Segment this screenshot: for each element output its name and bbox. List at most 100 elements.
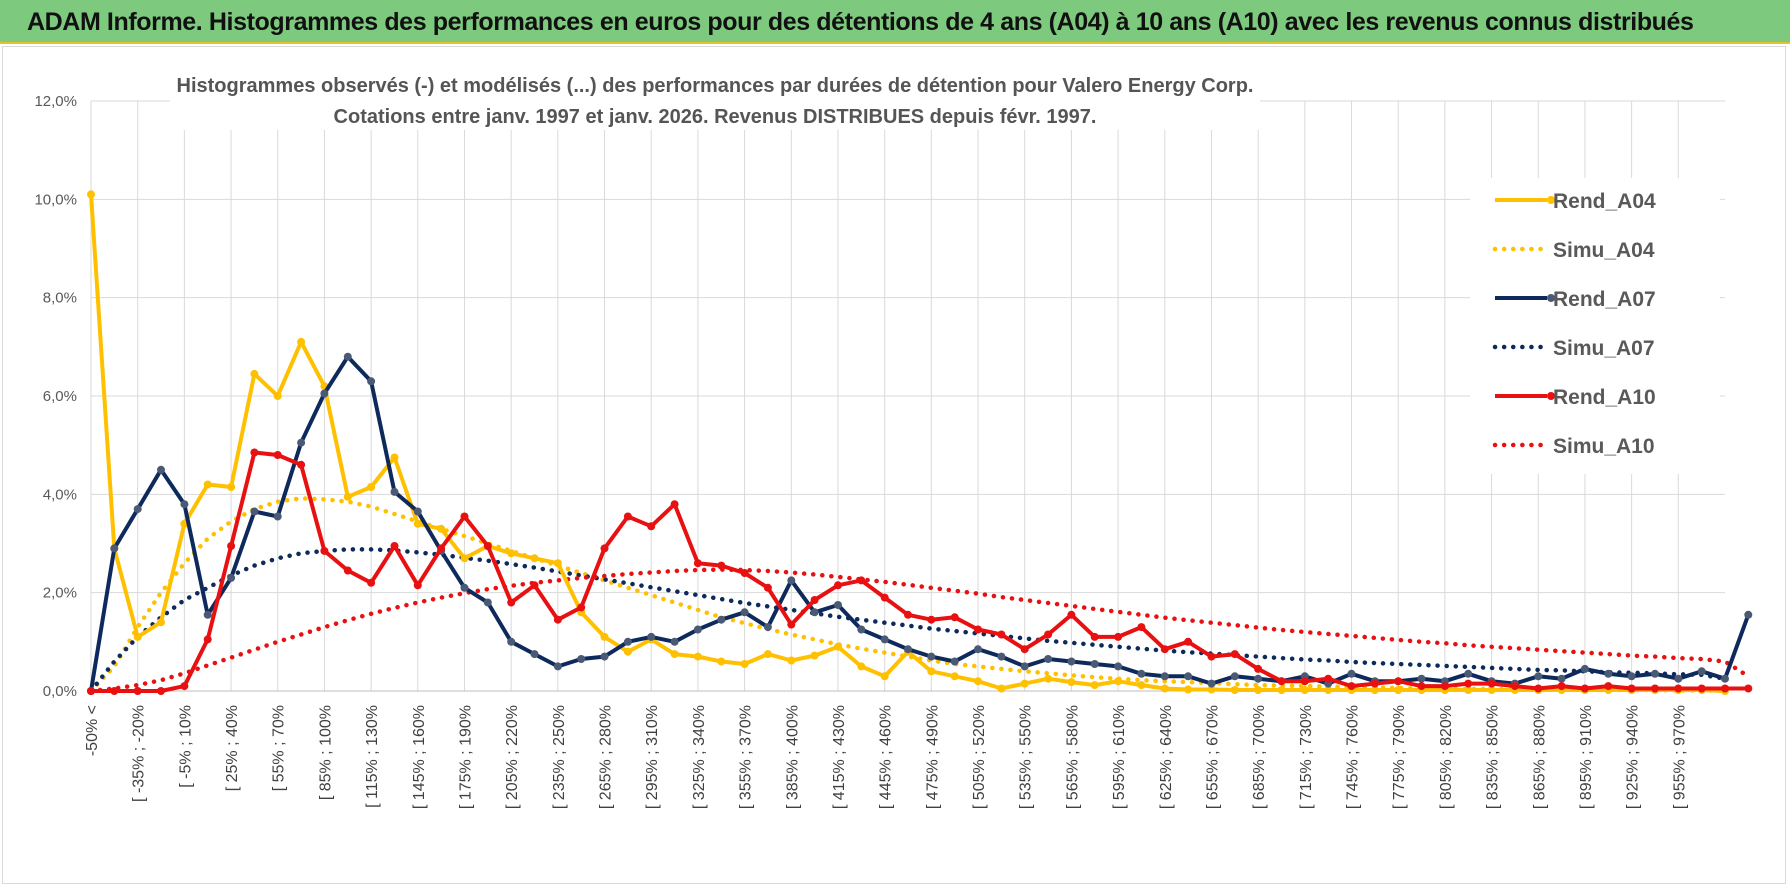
data-point [1487,686,1496,694]
data-point [1207,679,1216,688]
series-line [89,354,1751,692]
x-tick-label: [ 595% ; 610% [1111,705,1128,809]
data-point [834,601,842,609]
data-point [1184,672,1193,681]
data-point [1464,686,1473,694]
data-point [530,554,539,563]
x-tick-label: [ 85% ; 100% [317,705,334,800]
data-point [273,512,282,521]
data-point [810,596,819,604]
series-line [88,547,1728,694]
data-point [1744,610,1753,619]
data-point [227,483,236,491]
data-point [413,581,422,590]
data-point [1020,662,1029,671]
data-point [507,637,516,646]
series-line [91,450,1749,693]
data-point [390,453,399,462]
data-point [1697,684,1706,693]
data-point [693,559,702,568]
data-point [1744,684,1753,693]
data-point [1557,682,1566,691]
data-point [717,657,726,666]
data-point [1324,686,1333,694]
y-tick-label: 4,0% [43,486,77,503]
data-point [87,190,95,199]
data-point [1487,679,1496,688]
data-point [273,451,282,459]
x-tick-label: [ 445% ; 460% [878,705,895,809]
data-point [1394,677,1403,686]
legend-label: Simu_A04 [1553,239,1655,262]
data-point [1721,674,1729,683]
data-point [880,672,889,681]
data-point [880,593,889,602]
data-point [717,561,726,570]
x-tick-label: [ 115% ; 130% [364,705,381,808]
data-point [297,337,306,346]
data-point [927,667,936,676]
x-tick-label: [ 25% ; 40% [224,705,241,791]
page-title: ADAM Informe. Histogrammes des performan… [27,8,1694,36]
data-point [1160,645,1169,654]
legend-label: Rend_A04 [1553,190,1656,213]
data-point [1044,630,1053,639]
legend-item: Simu_A04 [1492,239,1655,262]
data-point [1230,686,1239,694]
data-point [343,566,352,575]
x-tick-label: -50% < [84,705,101,756]
data-point [460,583,469,592]
data-point [180,500,189,509]
data-point [250,448,259,457]
x-tick-label: [ 535% ; 550% [1018,705,1035,809]
x-tick-label: [ 895% ; 910% [1578,705,1595,809]
x-tick-label: [ 415% ; 430% [831,705,848,809]
data-point [1370,679,1379,688]
x-tick-label: [ 685% ; 700% [1251,705,1268,809]
x-tick-label: [ 565% ; 580% [1064,705,1081,809]
data-point [460,554,469,563]
data-point [950,613,959,622]
chart-title: Histogrammes observés (-) et modélisés (… [170,64,1260,130]
data-point [740,660,749,668]
data-point [1674,684,1683,693]
data-point [1604,669,1613,678]
legend-item: Rend_A10 [1495,386,1656,409]
legend-label: Rend_A10 [1553,386,1656,409]
data-point [693,652,702,661]
data-point [1067,678,1076,687]
legend-item: Rend_A07 [1495,288,1656,311]
x-tick-label: [ 925% ; 940% [1625,705,1642,809]
data-point [1534,672,1543,681]
data-point [460,512,469,521]
data-point [1137,623,1146,632]
data-point [1277,686,1286,694]
data-point [1184,685,1193,694]
data-point [1230,650,1239,659]
data-point [1464,669,1473,678]
data-point [857,662,866,671]
data-point [577,603,586,612]
data-point [320,389,329,398]
data-point [390,542,399,550]
data-point [904,610,912,619]
data-point [857,576,866,585]
data-point [1020,645,1029,654]
x-tick-label: [ 745% ; 760% [1345,705,1362,809]
title-background [170,64,1260,130]
data-point [507,549,516,558]
data-point [1300,677,1309,686]
data-point [623,637,632,646]
x-tick-label: [ 505% ; 520% [971,705,988,809]
data-point [763,650,772,659]
x-tick-label: [ 655% ; 670% [1204,705,1221,809]
data-point [1207,652,1216,661]
data-point [1230,672,1239,681]
data-point [670,500,679,509]
data-point [1580,664,1589,673]
data-point [1160,672,1169,681]
data-point [810,651,819,660]
data-point [787,620,796,629]
x-tick-label: [ 355% ; 370% [738,705,755,809]
data-point [974,645,982,654]
